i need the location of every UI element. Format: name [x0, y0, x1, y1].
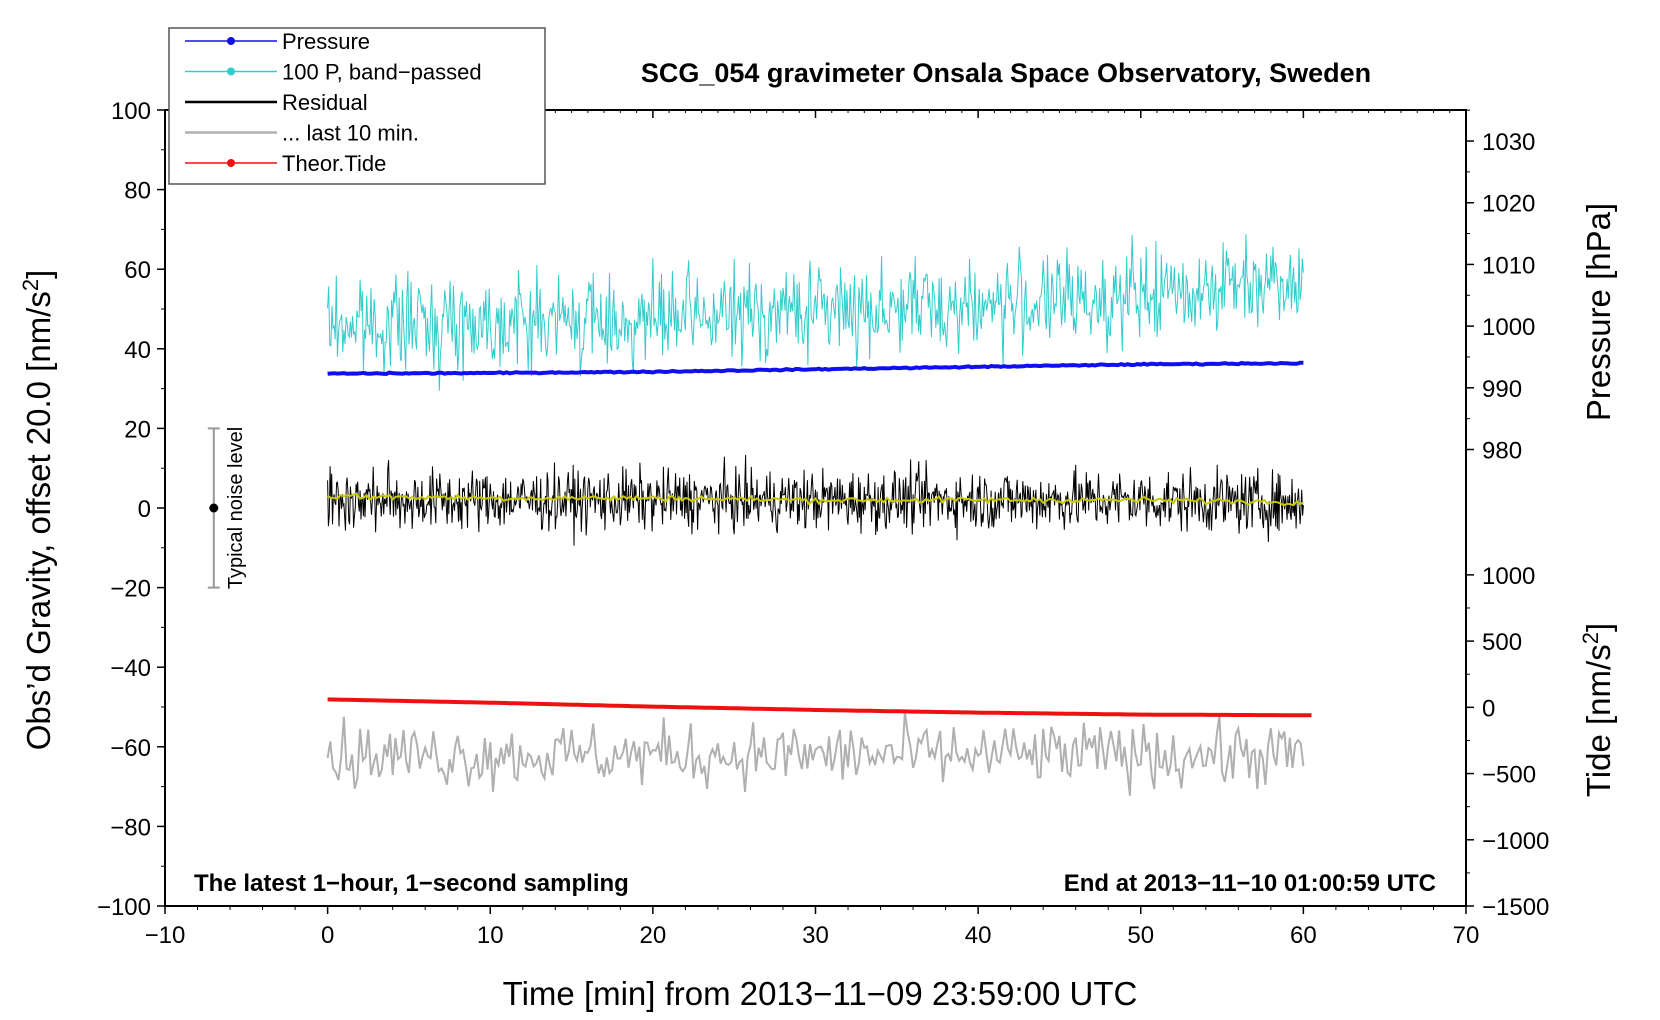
tide-axis-title: Tide [nm/s2]: [1578, 623, 1618, 797]
y-tick-label-7: −40: [110, 655, 151, 682]
pressure-tick-label-1: 1020: [1482, 191, 1535, 218]
series-line-pressure: [327, 360, 1304, 377]
y-axis-title-main: Obs’d Gravity, offset 20.0 [nm/s: [20, 291, 57, 750]
y-axis-title-end: ]: [20, 270, 57, 279]
series-line-smoothed-residual: [327, 493, 1304, 507]
noise-bar-center-dot: [209, 503, 219, 513]
legend-label-3: ... last 10 min.: [282, 121, 419, 146]
y-tick-label-8: −60: [110, 735, 151, 762]
legend-marker-1: [227, 67, 235, 76]
sampling-note: The latest 1−hour, 1−second sampling: [194, 870, 629, 897]
noise-level-indicator: Typical noise level: [207, 427, 247, 589]
pressure-axis-title: Pressure [hPa]: [1580, 203, 1617, 421]
legend-marker-4: [227, 159, 235, 167]
x-tick-label-3: 20: [640, 922, 667, 949]
x-tick-label-2: 10: [477, 922, 504, 949]
y-axis-title: Obs’d Gravity, offset 20.0 [nm/s2]: [18, 270, 58, 751]
tide-tick-label-1: 500: [1482, 629, 1522, 656]
x-tick-label-1: 0: [321, 922, 334, 949]
pressure-tick-label-0: 1030: [1482, 129, 1535, 156]
tide-tick-label-2: 0: [1482, 695, 1495, 722]
tide-axis-title-sup: 2: [1578, 632, 1603, 644]
legend-box: [168, 27, 546, 185]
y-axis-title-sup: 2: [18, 279, 43, 291]
x-tick-label-6: 50: [1127, 922, 1154, 949]
y-tick-label-2: 60: [124, 257, 151, 284]
tide-tick-label-5: −1500: [1482, 894, 1549, 921]
x-axis-title: Time [min] from 2013−11−09 23:59:00 UTC: [503, 975, 1138, 1012]
x-tick-label-8: 70: [1453, 922, 1480, 949]
pressure-tick-label-4: 990: [1482, 376, 1522, 403]
legend-label-1: 100 P, band−passed: [282, 60, 482, 85]
pressure-tick-label-2: 1010: [1482, 252, 1535, 279]
noise-bar-label: Typical noise level: [225, 427, 247, 589]
pressure-tick-label-5: 980: [1482, 437, 1522, 464]
pressure-tick-label-3: 1000: [1482, 314, 1535, 341]
y-tick-label-4: 20: [124, 416, 151, 443]
legend: Pressure 100 P, band−passed Residual ... la…: [168, 27, 546, 185]
y-tick-label-9: −80: [110, 814, 151, 841]
end-time-note: End at 2013−11−10 01:00:59 UTC: [1064, 870, 1436, 897]
legend-marker-0: [227, 37, 235, 45]
tide-tick-label-0: 1000: [1482, 563, 1535, 590]
series-layer: [326, 234, 1312, 796]
tick-layer: −10 0 10 20 30 40 50 60 70100806040200−20−40−60−…: [97, 98, 1549, 949]
tide-axis-title-end: ]: [1580, 623, 1617, 632]
x-tick-label-7: 60: [1290, 922, 1317, 949]
tide-tick-label-3: −500: [1482, 762, 1536, 789]
y-tick-label-0: 100: [111, 98, 151, 125]
tide-tick-label-4: −1000: [1482, 828, 1549, 855]
legend-label-4: Theor.Tide: [282, 151, 386, 176]
series-line-residual: [327, 454, 1304, 546]
chart-title: SCG_054 gravimeter Onsala Space Observat…: [641, 58, 1371, 88]
y-tick-label-5: 0: [138, 496, 151, 523]
y-tick-label-1: 80: [124, 178, 151, 205]
series-line-band-passed-pressure: [327, 234, 1304, 391]
series-line-theoretical-tide: [327, 697, 1312, 718]
legend-label-2: Residual: [282, 90, 368, 115]
x-tick-label-5: 40: [965, 922, 992, 949]
x-tick-label-0: −10: [145, 922, 186, 949]
legend-label-0: Pressure: [282, 29, 370, 54]
series-line-last-10-min: [326, 711, 1305, 796]
y-tick-label-10: −100: [97, 894, 151, 921]
tide-axis-title-main: Tide [nm/s: [1580, 644, 1617, 797]
x-tick-label-4: 30: [802, 922, 829, 949]
y-tick-label-6: −20: [110, 576, 151, 603]
y-tick-label-3: 40: [124, 337, 151, 364]
